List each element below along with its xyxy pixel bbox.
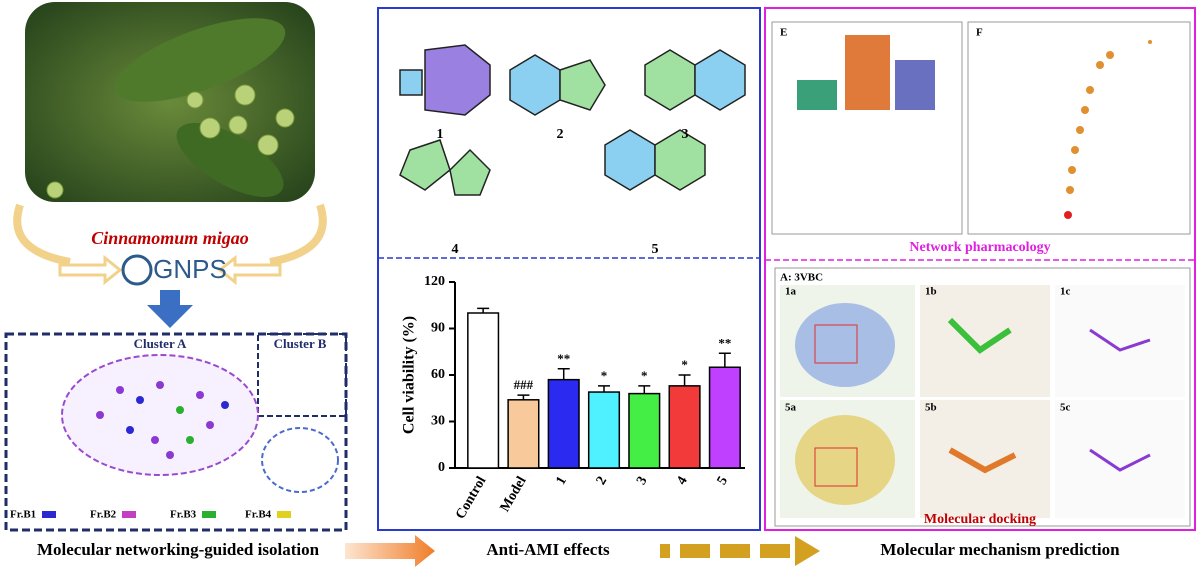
fraction-row: Fr.B1 Fr.B2 Fr.B3 Fr.B4: [10, 509, 291, 521]
panel-e-bars: [797, 35, 935, 110]
panel-label: 5b: [925, 402, 937, 414]
y-tick-label: 90: [431, 321, 445, 336]
error-bar: [678, 374, 691, 386]
section-title: Molecular docking: [924, 512, 1036, 527]
panel-label: 1c: [1060, 286, 1071, 298]
significance-label: *: [681, 357, 688, 372]
error-bar: [638, 385, 651, 394]
network-nodes: [96, 381, 229, 459]
error-bar: [557, 368, 570, 380]
right-box: [764, 7, 1196, 531]
cluster-a-label: Cluster A: [134, 336, 187, 351]
error-bar: [598, 385, 610, 393]
y-tick-label: 60: [431, 367, 445, 382]
gnps-logo: [121, 254, 153, 286]
bar: [628, 392, 661, 469]
x-tick-label: 4: [674, 474, 690, 488]
panel-f-dots: [1064, 40, 1152, 219]
significance-label: **: [557, 351, 570, 366]
gnps-arrows: [58, 254, 282, 286]
panel-label: E: [780, 27, 787, 39]
significance-label: *: [601, 368, 608, 383]
step-arrow: [660, 536, 820, 566]
docking-target: A: 3VBC: [780, 272, 823, 284]
species-name: Cinnamomum migao: [91, 228, 249, 248]
down-arrow: [147, 290, 193, 328]
fraction-label: Fr.B1: [10, 509, 36, 521]
compound-number: 1: [437, 127, 444, 142]
middle-box: [377, 7, 761, 531]
bar: [708, 366, 741, 469]
docking-images: [780, 285, 1185, 518]
bar: [547, 378, 580, 469]
y-tick-label: 30: [431, 414, 445, 429]
x-tick-label: 3: [634, 474, 650, 488]
step-arrow: [345, 535, 435, 567]
x-tick-label: Control: [453, 474, 489, 522]
fraction-label: Fr.B3: [170, 509, 197, 521]
bar-chart: 0 30 60 90 120 Control Model ### 1 ** 2 * 3 * 4 * 5 **: [424, 274, 745, 522]
cluster-a: [61, 354, 259, 476]
y-axis-label: Cell viability (%): [401, 316, 418, 434]
panel-label: 5c: [1060, 402, 1071, 414]
compound-number: 3: [682, 127, 689, 142]
step-label: Molecular networking-guided isolation: [37, 540, 320, 559]
compound-number: 2: [557, 127, 564, 142]
cluster-b-label: Cluster B: [274, 336, 327, 351]
plant-photo: [25, 2, 315, 202]
structures: [399, 44, 746, 196]
bar: [467, 312, 500, 469]
section-title: Network pharmacology: [909, 240, 1050, 255]
panel-label: 1b: [925, 286, 937, 298]
fraction-label: Fr.B4: [245, 509, 272, 521]
significance-label: **: [718, 335, 731, 350]
y-tick-label: 120: [424, 274, 445, 289]
panel-label: 1a: [785, 286, 797, 298]
arc-arrow: [13, 203, 327, 266]
x-tick-label: 1: [553, 474, 569, 488]
compound-number: 5: [652, 242, 659, 257]
step-label: Anti-AMI effects: [486, 540, 610, 559]
step-label: Molecular mechanism prediction: [880, 540, 1120, 559]
compound-number: 4: [452, 242, 459, 257]
error-bar: [477, 307, 490, 313]
gnps-text: GNPS: [153, 254, 227, 284]
significance-label: ###: [514, 377, 534, 392]
network-box: [4, 332, 348, 532]
bar: [587, 391, 621, 469]
error-bar: [718, 352, 731, 368]
significance-label: *: [641, 368, 648, 383]
bar: [507, 399, 540, 469]
cluster-b-box: [257, 333, 347, 417]
fraction-label: Fr.B2: [90, 509, 117, 521]
panel-label: F: [976, 27, 983, 39]
panel-label: 5a: [785, 402, 797, 414]
x-tick-label: 5: [715, 474, 731, 488]
bar: [668, 385, 701, 469]
cluster-ellipse: [261, 427, 339, 493]
x-tick-label: 2: [594, 474, 610, 488]
error-bar: [517, 394, 530, 400]
y-tick-label: 0: [438, 460, 445, 475]
x-tick-label: Model: [498, 474, 530, 515]
